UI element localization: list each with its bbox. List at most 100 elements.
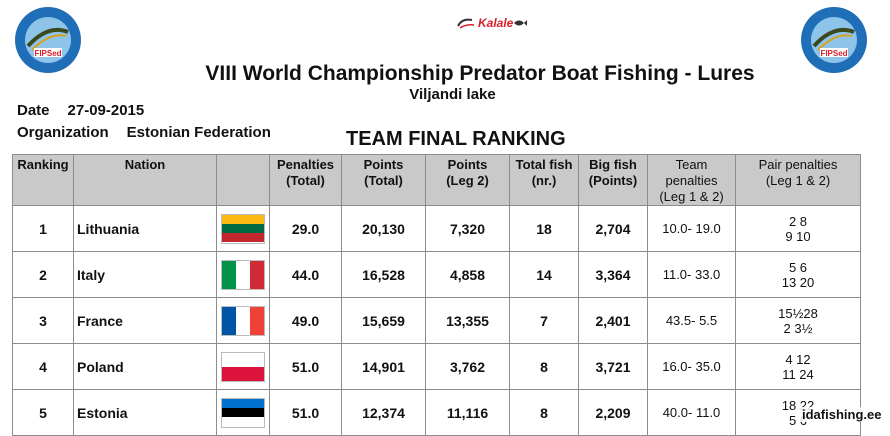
fish-cell: 8 [509, 343, 579, 390]
watermark: idafishing.ee [800, 407, 884, 422]
flag-cell [216, 343, 270, 390]
penalties-cell: 51.0 [269, 389, 342, 436]
header-nation: Nation [73, 154, 217, 206]
table-row: 3 France 49.0 15,659 13,355 7 2,401 43.5… [12, 297, 861, 344]
page-title: VIII World Championship Predator Boat Fi… [205, 62, 755, 85]
header-ranking: Ranking [12, 154, 74, 206]
header-pair-penalties: Pair penalties (Leg 1 & 2) [735, 154, 861, 206]
flag-stripe [250, 306, 264, 335]
flag-stripe [222, 214, 264, 224]
big-fish-cell: 2,401 [578, 297, 648, 344]
flag-cell [216, 297, 270, 344]
nation-cell: Lithuania [73, 205, 217, 252]
fish-cell: 14 [509, 251, 579, 298]
header-penalties: Penalties (Total) [269, 154, 342, 206]
penalties-cell: 49.0 [269, 297, 342, 344]
flag-cell [216, 205, 270, 252]
fish-icon [514, 20, 528, 26]
big-fish-cell: 3,364 [578, 251, 648, 298]
header-team-penalties: Team penalties (Leg 1 & 2) [647, 154, 736, 206]
page-subtitle: Viljandi lake [409, 86, 496, 103]
penalties-cell: 51.0 [269, 343, 342, 390]
fips-logo-left: FIPSed [15, 7, 81, 73]
ranking-title: TEAM FINAL RANKING [346, 128, 566, 150]
logo-text: FIPSed [34, 49, 61, 58]
big-fish-cell: 2,209 [578, 389, 648, 436]
header-big-fish: Big fish (Points) [578, 154, 648, 206]
nation-cell: Italy [73, 251, 217, 298]
date-label: Date [17, 102, 50, 119]
team-penalties-cell: 43.5- 5.5 [647, 297, 736, 344]
nation-cell: Estonia [73, 389, 217, 436]
penalties-cell: 44.0 [269, 251, 342, 298]
team-penalties-cell: 40.0- 11.0 [647, 389, 736, 436]
leg2-cell: 7,320 [425, 205, 510, 252]
table-header-row: Ranking Nation Penalties (Total) Points (T… [12, 154, 861, 206]
flag-stripe [222, 366, 264, 381]
header-points-leg2: Points (Leg 2) [425, 154, 510, 206]
leg2-cell: 3,762 [425, 343, 510, 390]
flag-stripe [222, 233, 264, 243]
flag-stripe [222, 417, 264, 427]
table-row: 2 Italy 44.0 16,528 4,858 14 3,364 11.0-… [12, 251, 861, 298]
big-fish-cell: 2,704 [578, 205, 648, 252]
flag-stripe [250, 260, 264, 289]
date-row: Date 27-09-2015 [17, 102, 144, 119]
team-penalties-cell: 11.0- 33.0 [647, 251, 736, 298]
table-row: 5 Estonia 51.0 12,374 11,116 8 2,209 40.… [12, 389, 861, 436]
leg2-cell: 13,355 [425, 297, 510, 344]
points-cell: 14,901 [341, 343, 426, 390]
ranking-table: Ranking Nation Penalties (Total) Points (T… [12, 154, 861, 436]
table-row: 4 Poland 51.0 14,901 3,762 8 3,721 16.0-… [12, 343, 861, 390]
leg2-cell: 11,116 [425, 389, 510, 436]
flag-stripe [222, 260, 236, 289]
fish-cell: 8 [509, 389, 579, 436]
flag-stripe [222, 223, 264, 234]
sponsor-logo: Kalale [456, 16, 528, 30]
flag-stripe [236, 306, 250, 335]
logo-text: FIPSed [820, 49, 847, 58]
rank-cell: 5 [12, 389, 74, 436]
header-total-fish: Total fish (nr.) [509, 154, 579, 206]
flag-estonia [221, 397, 265, 428]
pair-penalties-cell: 4 12 11 24 [735, 343, 861, 390]
leg2-cell: 4,858 [425, 251, 510, 298]
points-cell: 12,374 [341, 389, 426, 436]
rank-cell: 1 [12, 205, 74, 252]
organization-row: Organization Estonian Federation [17, 124, 271, 141]
points-cell: 16,528 [341, 251, 426, 298]
flag-france [221, 305, 265, 336]
hook-icon [457, 18, 475, 29]
flag-stripe [222, 407, 264, 418]
points-cell: 20,130 [341, 205, 426, 252]
flag-italy [221, 259, 265, 290]
header-flag [216, 154, 270, 206]
flag-stripe [222, 352, 264, 367]
header-points-total: Points (Total) [341, 154, 426, 206]
big-fish-cell: 3,721 [578, 343, 648, 390]
team-penalties-cell: 10.0- 19.0 [647, 205, 736, 252]
nation-cell: France [73, 297, 217, 344]
rank-cell: 3 [12, 297, 74, 344]
sponsor-name: Kalale [478, 16, 514, 30]
flag-stripe [222, 398, 264, 408]
team-penalties-cell: 16.0- 35.0 [647, 343, 736, 390]
points-cell: 15,659 [341, 297, 426, 344]
date-value: 27-09-2015 [67, 102, 145, 119]
fips-logo-right: FIPSed [801, 7, 867, 73]
flag-stripe [222, 306, 236, 335]
rank-cell: 4 [12, 343, 74, 390]
organization-label: Organization [17, 124, 109, 141]
pair-penalties-cell: 15½28 2 3½ [735, 297, 861, 344]
fish-cell: 7 [509, 297, 579, 344]
flag-cell [216, 251, 270, 298]
flag-lithuania [221, 213, 265, 244]
flag-cell [216, 389, 270, 436]
nation-cell: Poland [73, 343, 217, 390]
rank-cell: 2 [12, 251, 74, 298]
penalties-cell: 29.0 [269, 205, 342, 252]
flag-poland [221, 351, 265, 382]
pair-penalties-cell: 5 6 13 20 [735, 251, 861, 298]
organization-value: Estonian Federation [126, 124, 271, 141]
